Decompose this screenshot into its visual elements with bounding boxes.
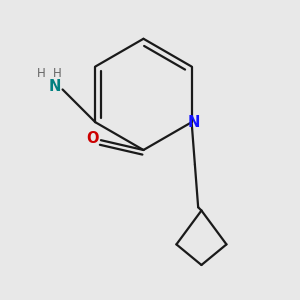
Text: O: O bbox=[86, 131, 99, 146]
Text: H: H bbox=[37, 67, 46, 80]
Text: N: N bbox=[188, 115, 200, 130]
Text: H: H bbox=[53, 67, 62, 80]
Text: N: N bbox=[48, 79, 61, 94]
